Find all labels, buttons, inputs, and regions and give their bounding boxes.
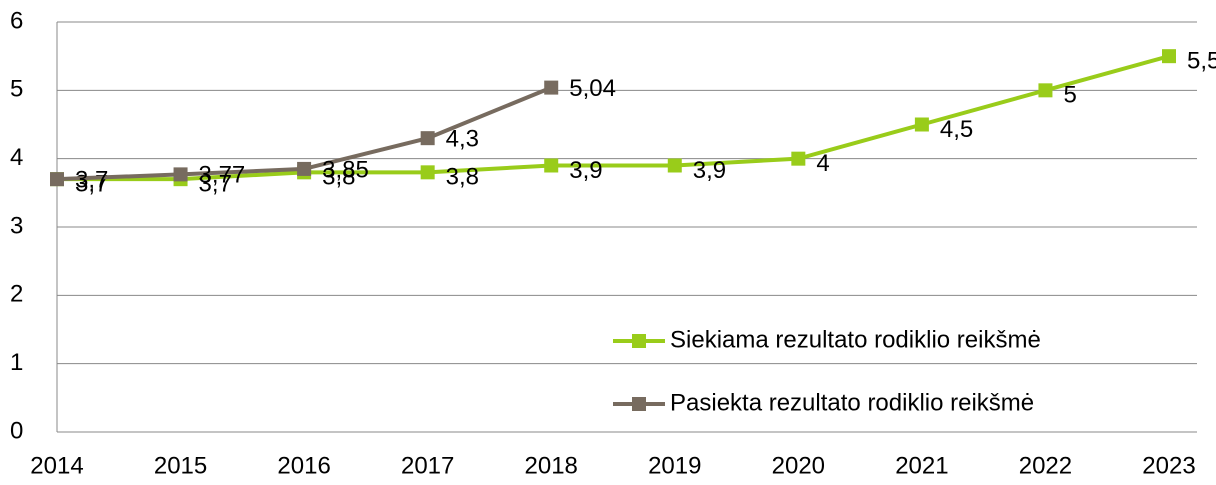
marker: [667, 158, 682, 173]
marker: [791, 151, 806, 166]
data-label: 3,77: [199, 162, 246, 189]
x-tick-label: 2017: [401, 452, 454, 479]
legend-swatch-marker: [632, 334, 646, 348]
legend-label: Pasiekta rezultato rodiklio reikšmė: [670, 389, 1034, 416]
x-tick-label: 2014: [30, 452, 83, 479]
marker: [173, 167, 188, 182]
x-tick-label: 2018: [525, 452, 578, 479]
data-label: 4,3: [446, 126, 479, 153]
x-tick-label: 2019: [648, 452, 701, 479]
data-label: 3,8: [446, 164, 479, 191]
x-tick-label: 2022: [1019, 452, 1072, 479]
x-tick-label: 2023: [1142, 452, 1195, 479]
data-label: 4,5: [940, 116, 973, 143]
marker: [420, 131, 435, 146]
data-label: 4: [816, 150, 829, 177]
x-tick-label: 2021: [895, 452, 948, 479]
y-tick-label: 5: [10, 76, 23, 103]
x-tick-label: 2016: [277, 452, 330, 479]
x-tick-label: 2015: [154, 452, 207, 479]
data-label: 3,9: [693, 157, 726, 184]
y-tick-label: 3: [10, 212, 23, 239]
x-tick-label: 2020: [772, 452, 825, 479]
y-tick-label: 0: [10, 417, 23, 444]
data-label: 5: [1063, 82, 1076, 109]
data-label: 3,7: [75, 171, 108, 198]
data-label: 5,5: [1187, 48, 1216, 75]
data-label: 5,04: [569, 75, 616, 102]
legend-label: Siekiama rezultato rodiklio reikšmė: [670, 326, 1041, 353]
marker: [544, 80, 559, 95]
data-label: 3,9: [569, 157, 602, 184]
legend-swatch-marker: [632, 397, 646, 411]
data-label: 3,85: [322, 156, 369, 183]
marker: [297, 161, 312, 176]
y-tick-label: 4: [10, 144, 23, 171]
y-tick-label: 2: [10, 281, 23, 308]
series-line: [57, 54, 1170, 182]
data-label: 3,7: [75, 167, 108, 194]
marker: [1038, 83, 1053, 98]
marker: [50, 172, 64, 187]
marker: [914, 117, 929, 132]
y-tick-label: 6: [10, 7, 23, 34]
data-label: 3,8: [322, 164, 355, 191]
marker: [544, 158, 559, 173]
marker: [420, 165, 435, 180]
y-tick-label: 1: [10, 349, 23, 376]
marker: [1162, 49, 1176, 64]
